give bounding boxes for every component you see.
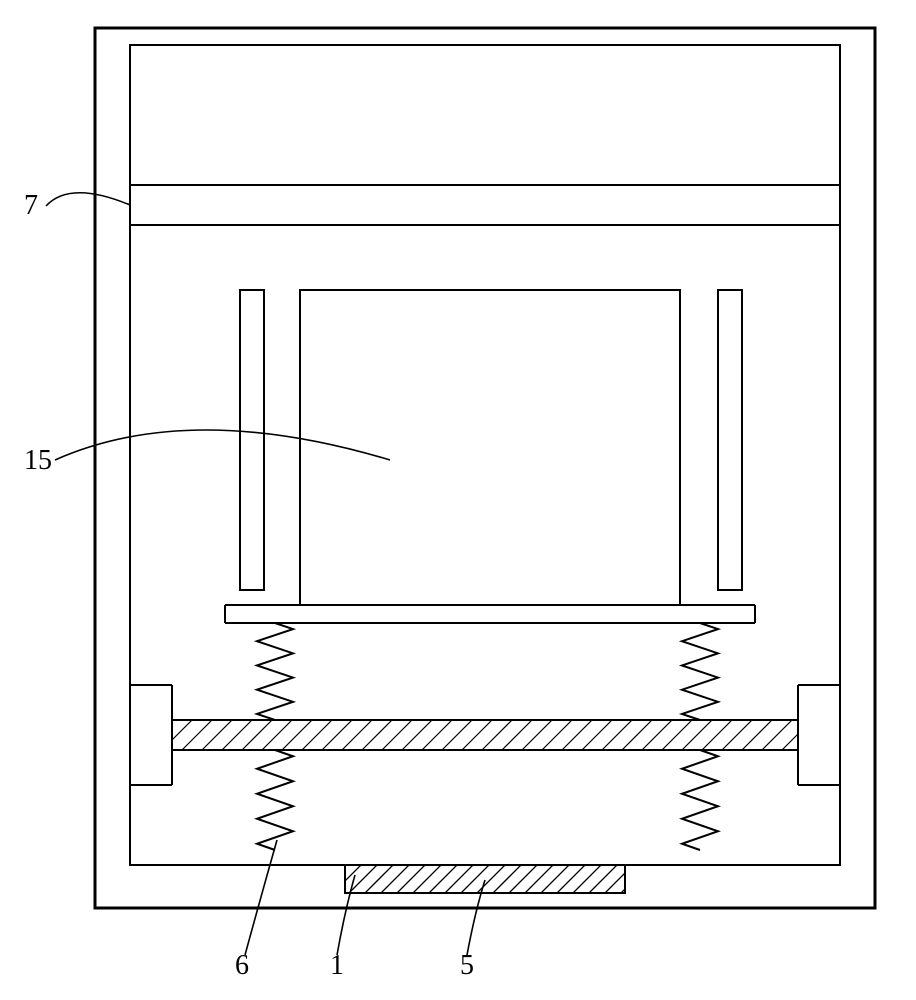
diagram-stage: 715615 (0, 0, 916, 1000)
diagram-svg (0, 0, 916, 1000)
callout-label-lbl1: 1 (330, 950, 344, 982)
callout-label-lbl7: 7 (24, 190, 38, 222)
callout-label-lbl5: 5 (460, 950, 474, 982)
callout-label-lbl15: 15 (24, 445, 52, 477)
callout-label-lbl6: 6 (235, 950, 249, 982)
